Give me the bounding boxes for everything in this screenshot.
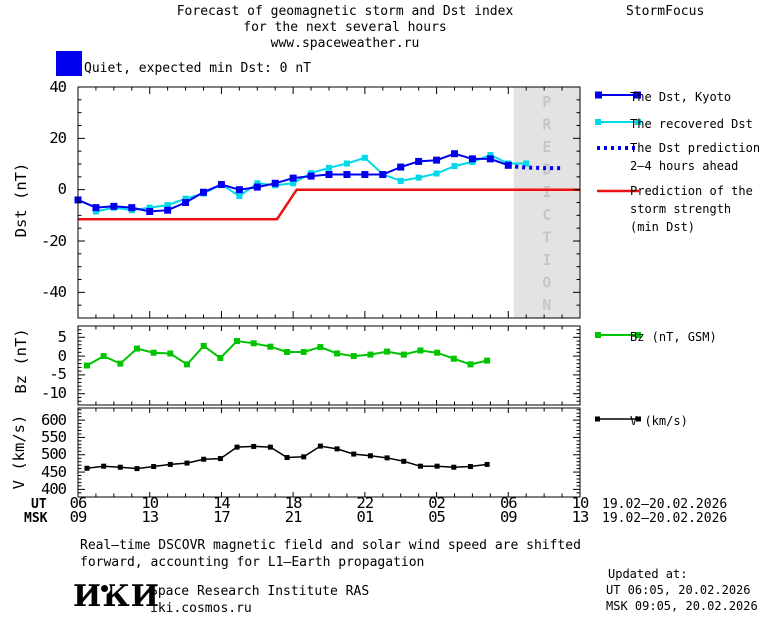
svg-text:I: I <box>542 251 551 269</box>
svg-text:O: O <box>542 273 551 291</box>
updated-msk: MSK 09:05, 20.02.2026 <box>606 599 758 613</box>
y-tick-label: 450 <box>41 462 67 481</box>
legend-storm: Prediction of the storm strength (min Ds… <box>630 182 753 236</box>
bz-axis-title: Bz (nT) <box>12 328 30 394</box>
legend-dst: The Dst, Kyoto <box>630 90 732 104</box>
storm-level-label: Quiet, expected min Dst: 0 nT <box>84 61 311 76</box>
x-tick-label: 18 <box>284 494 303 512</box>
ut-date-range: 19.02–20.02.2026 <box>602 497 728 512</box>
y-tick-label: 0 <box>57 346 67 365</box>
dst-legend-sample <box>595 91 641 99</box>
legend-v: V (km/s) <box>630 414 688 428</box>
msk-date-range: 19.02–20.02.2026 <box>602 511 728 526</box>
ut-row-label: UT <box>31 497 47 512</box>
chart-title-line3: www.spaceweather.ru <box>270 36 420 51</box>
brand-label: StormFocus <box>626 4 705 19</box>
prediction-legend-sample <box>597 146 639 150</box>
x-tick-label: 02 <box>428 494 446 512</box>
org-site: iki.cosmos.ru <box>150 601 252 616</box>
svg-text:T: T <box>542 228 551 246</box>
y-tick-label: -10 <box>41 384 67 403</box>
svg-text:P: P <box>542 93 551 111</box>
x-tick-label: 09 <box>499 508 518 526</box>
storm-legend-sample <box>597 189 639 193</box>
x-tick-label: 06 <box>69 494 88 512</box>
chart-title-line1: Forecast of geomagnetic storm and Dst in… <box>176 4 514 19</box>
y-tick-label: -20 <box>41 231 67 250</box>
x-tick-label: 17 <box>213 508 231 526</box>
bz-legend-sample <box>595 332 641 338</box>
chart-title-block: Forecast of geomagnetic storm and Dst in… <box>95 4 595 52</box>
iki-logo-satellite-icon <box>101 585 108 592</box>
svg-text:R: R <box>542 116 552 134</box>
y-tick-label: 40 <box>49 77 67 96</box>
x-tick-label: 09 <box>69 508 88 526</box>
legend-recovered: The recovered Dst <box>630 117 753 131</box>
v-axis-title: V (km/s) <box>10 414 28 490</box>
x-tick-label: 01 <box>356 508 375 526</box>
x-tick-label: 10 <box>571 494 590 512</box>
msk-row-label: MSK <box>24 511 48 526</box>
x-tick-label: 06 <box>499 494 518 512</box>
x-tick-label: 22 <box>356 494 375 512</box>
updated-label: Updated at: <box>608 567 688 581</box>
footnote-line2: forward, accounting for L1–Earth propaga… <box>80 555 425 570</box>
y-tick-label: 0 <box>57 180 67 199</box>
x-tick-label: 05 <box>428 508 446 526</box>
svg-text:D: D <box>542 161 551 179</box>
chart-title-line2: for the next several hours <box>243 20 447 35</box>
x-tick-label: 13 <box>571 508 590 526</box>
x-tick-label: 10 <box>141 494 159 512</box>
legend-prediction-line1: The Dst prediction <box>630 141 760 155</box>
y-tick-label: 20 <box>49 128 67 147</box>
x-tick-label: 13 <box>141 508 159 526</box>
svg-text:E: E <box>542 138 551 156</box>
y-tick-label: -5 <box>49 365 67 384</box>
y-tick-label: 400 <box>41 479 67 498</box>
legend-storm-line1: Prediction of the <box>630 184 753 198</box>
y-tick-label: 500 <box>41 445 67 464</box>
y-tick-label: 600 <box>41 410 67 429</box>
x-tick-label: 14 <box>213 494 231 512</box>
y-tick-label: 5 <box>57 327 67 346</box>
legend-bz: Bz (nT, GSM) <box>630 330 717 344</box>
iki-logo: ИКИ <box>73 579 160 614</box>
x-tick-label: 21 <box>284 508 303 526</box>
footnote-line1: Real–time DSCOVR magnetic field and sola… <box>80 538 581 553</box>
y-tick-label: -40 <box>41 282 67 301</box>
legend-storm-line2: storm strength <box>630 202 732 216</box>
x-axis-ut-row: 06 10 14 18 22 02 06 10 <box>0 494 760 512</box>
updated-ut: UT 06:05, 20.02.2026 <box>606 583 751 597</box>
recovered-legend-sample <box>595 119 641 125</box>
dst-axis-title: Dst (nT) <box>12 162 30 238</box>
svg-text:C: C <box>542 206 551 224</box>
y-tick-label: 550 <box>41 427 67 446</box>
legend-storm-line3: (min Dst) <box>630 220 696 234</box>
v-legend-sample <box>595 416 641 422</box>
svg-text:I: I <box>542 183 551 201</box>
x-axis-msk-row: 09 13 17 21 01 05 09 13 <box>0 508 760 526</box>
legend-prediction-line2: 2–4 hours ahead <box>630 159 739 173</box>
svg-text:N: N <box>542 296 551 314</box>
legend-prediction: The Dst prediction 2–4 hours ahead <box>630 139 760 175</box>
org-name: Space Research Institute RAS <box>150 584 370 599</box>
storm-level-swatch <box>56 51 82 76</box>
